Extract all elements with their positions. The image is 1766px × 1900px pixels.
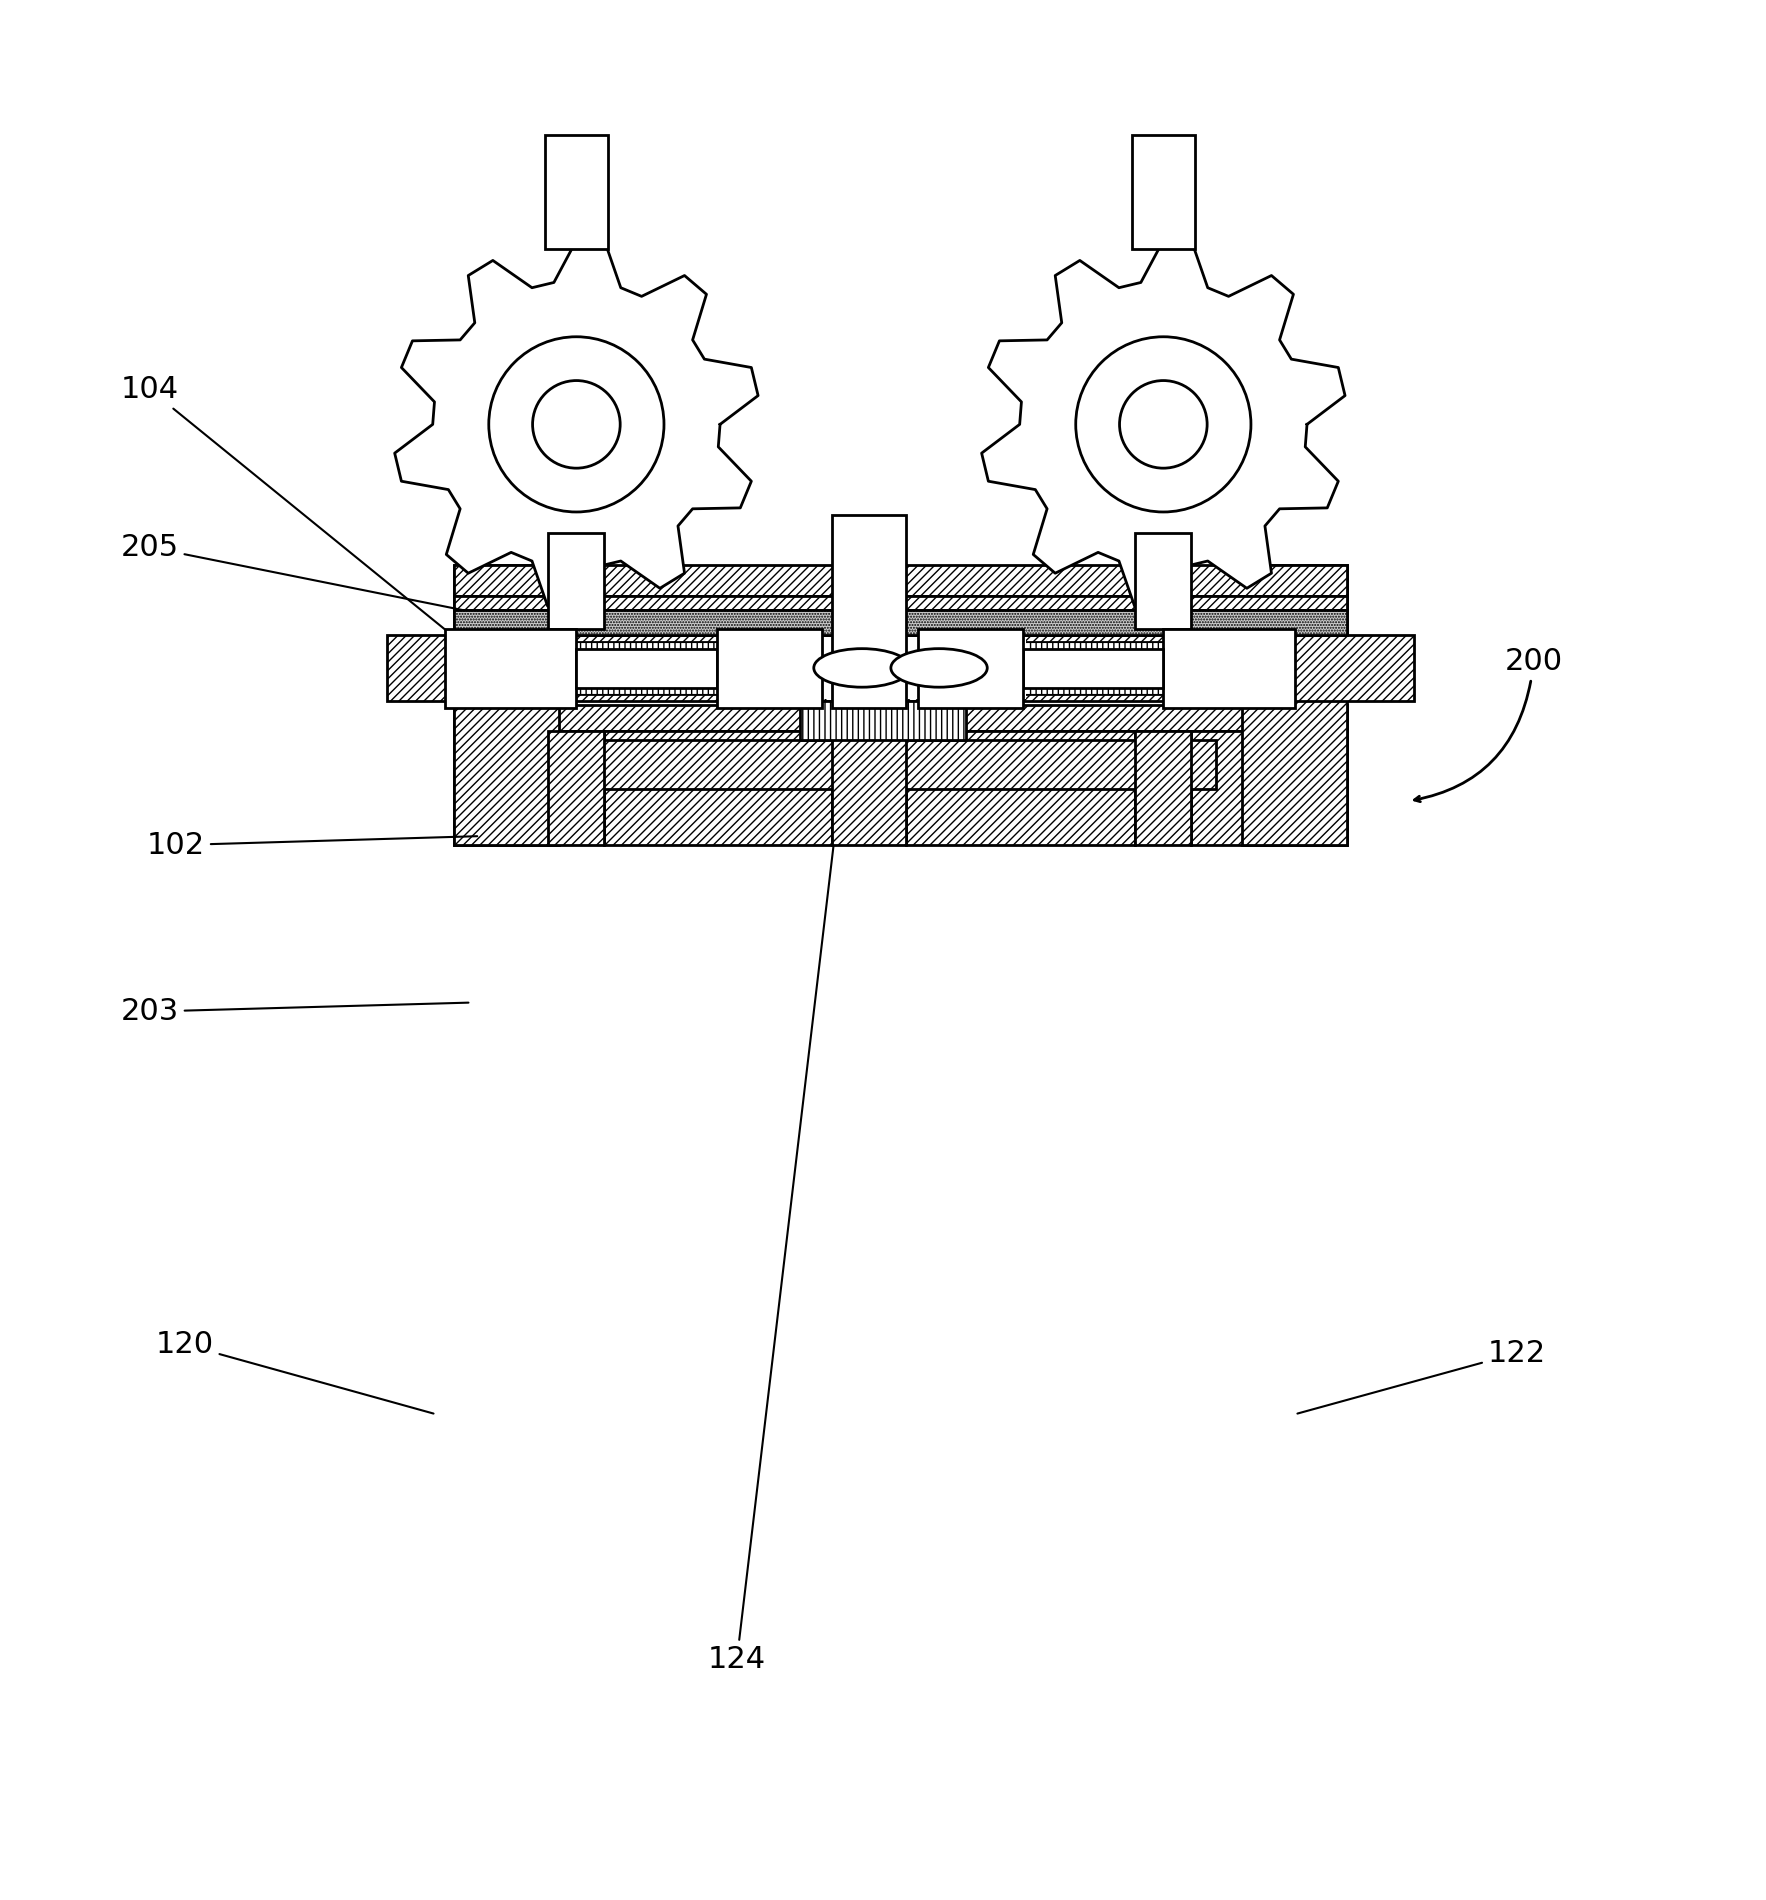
Circle shape (489, 336, 664, 511)
Bar (717, 629, 821, 709)
Bar (387, 635, 1415, 701)
Bar (549, 739, 1217, 788)
Text: 200: 200 (1505, 646, 1563, 676)
Ellipse shape (814, 648, 909, 688)
Bar (454, 732, 549, 846)
Circle shape (1120, 380, 1208, 467)
Bar (832, 732, 906, 846)
Ellipse shape (890, 648, 987, 688)
Bar (800, 701, 966, 739)
Polygon shape (394, 241, 758, 608)
Bar (445, 629, 576, 709)
Polygon shape (982, 241, 1346, 608)
Bar (604, 732, 832, 846)
Text: 104: 104 (120, 374, 491, 667)
Bar (1136, 732, 1192, 846)
Bar (454, 564, 558, 846)
Bar (558, 564, 1241, 846)
Bar (454, 564, 1347, 597)
Text: 203: 203 (120, 998, 468, 1026)
Bar (1164, 629, 1294, 709)
Bar (918, 629, 1023, 709)
Bar (549, 534, 604, 629)
Bar (1136, 534, 1192, 629)
Bar (576, 650, 717, 688)
Bar (454, 610, 1347, 635)
Bar (454, 705, 1347, 732)
Bar (1192, 732, 1347, 846)
Bar (1241, 564, 1347, 846)
Bar (1023, 650, 1164, 688)
Text: 205: 205 (120, 532, 539, 625)
Circle shape (533, 380, 620, 467)
Bar (832, 515, 906, 709)
Bar (784, 636, 1026, 699)
Bar (1132, 135, 1196, 249)
Bar (549, 732, 604, 846)
Text: 120: 120 (155, 1330, 433, 1414)
Text: 102: 102 (147, 830, 477, 859)
Bar (558, 564, 1241, 595)
Bar (454, 597, 1347, 610)
Bar (516, 642, 1286, 694)
Bar (546, 135, 608, 249)
Bar (516, 642, 1286, 694)
Bar (906, 732, 1136, 846)
Text: 124: 124 (708, 549, 869, 1674)
Circle shape (1075, 336, 1250, 511)
Text: 122: 122 (1298, 1340, 1545, 1414)
